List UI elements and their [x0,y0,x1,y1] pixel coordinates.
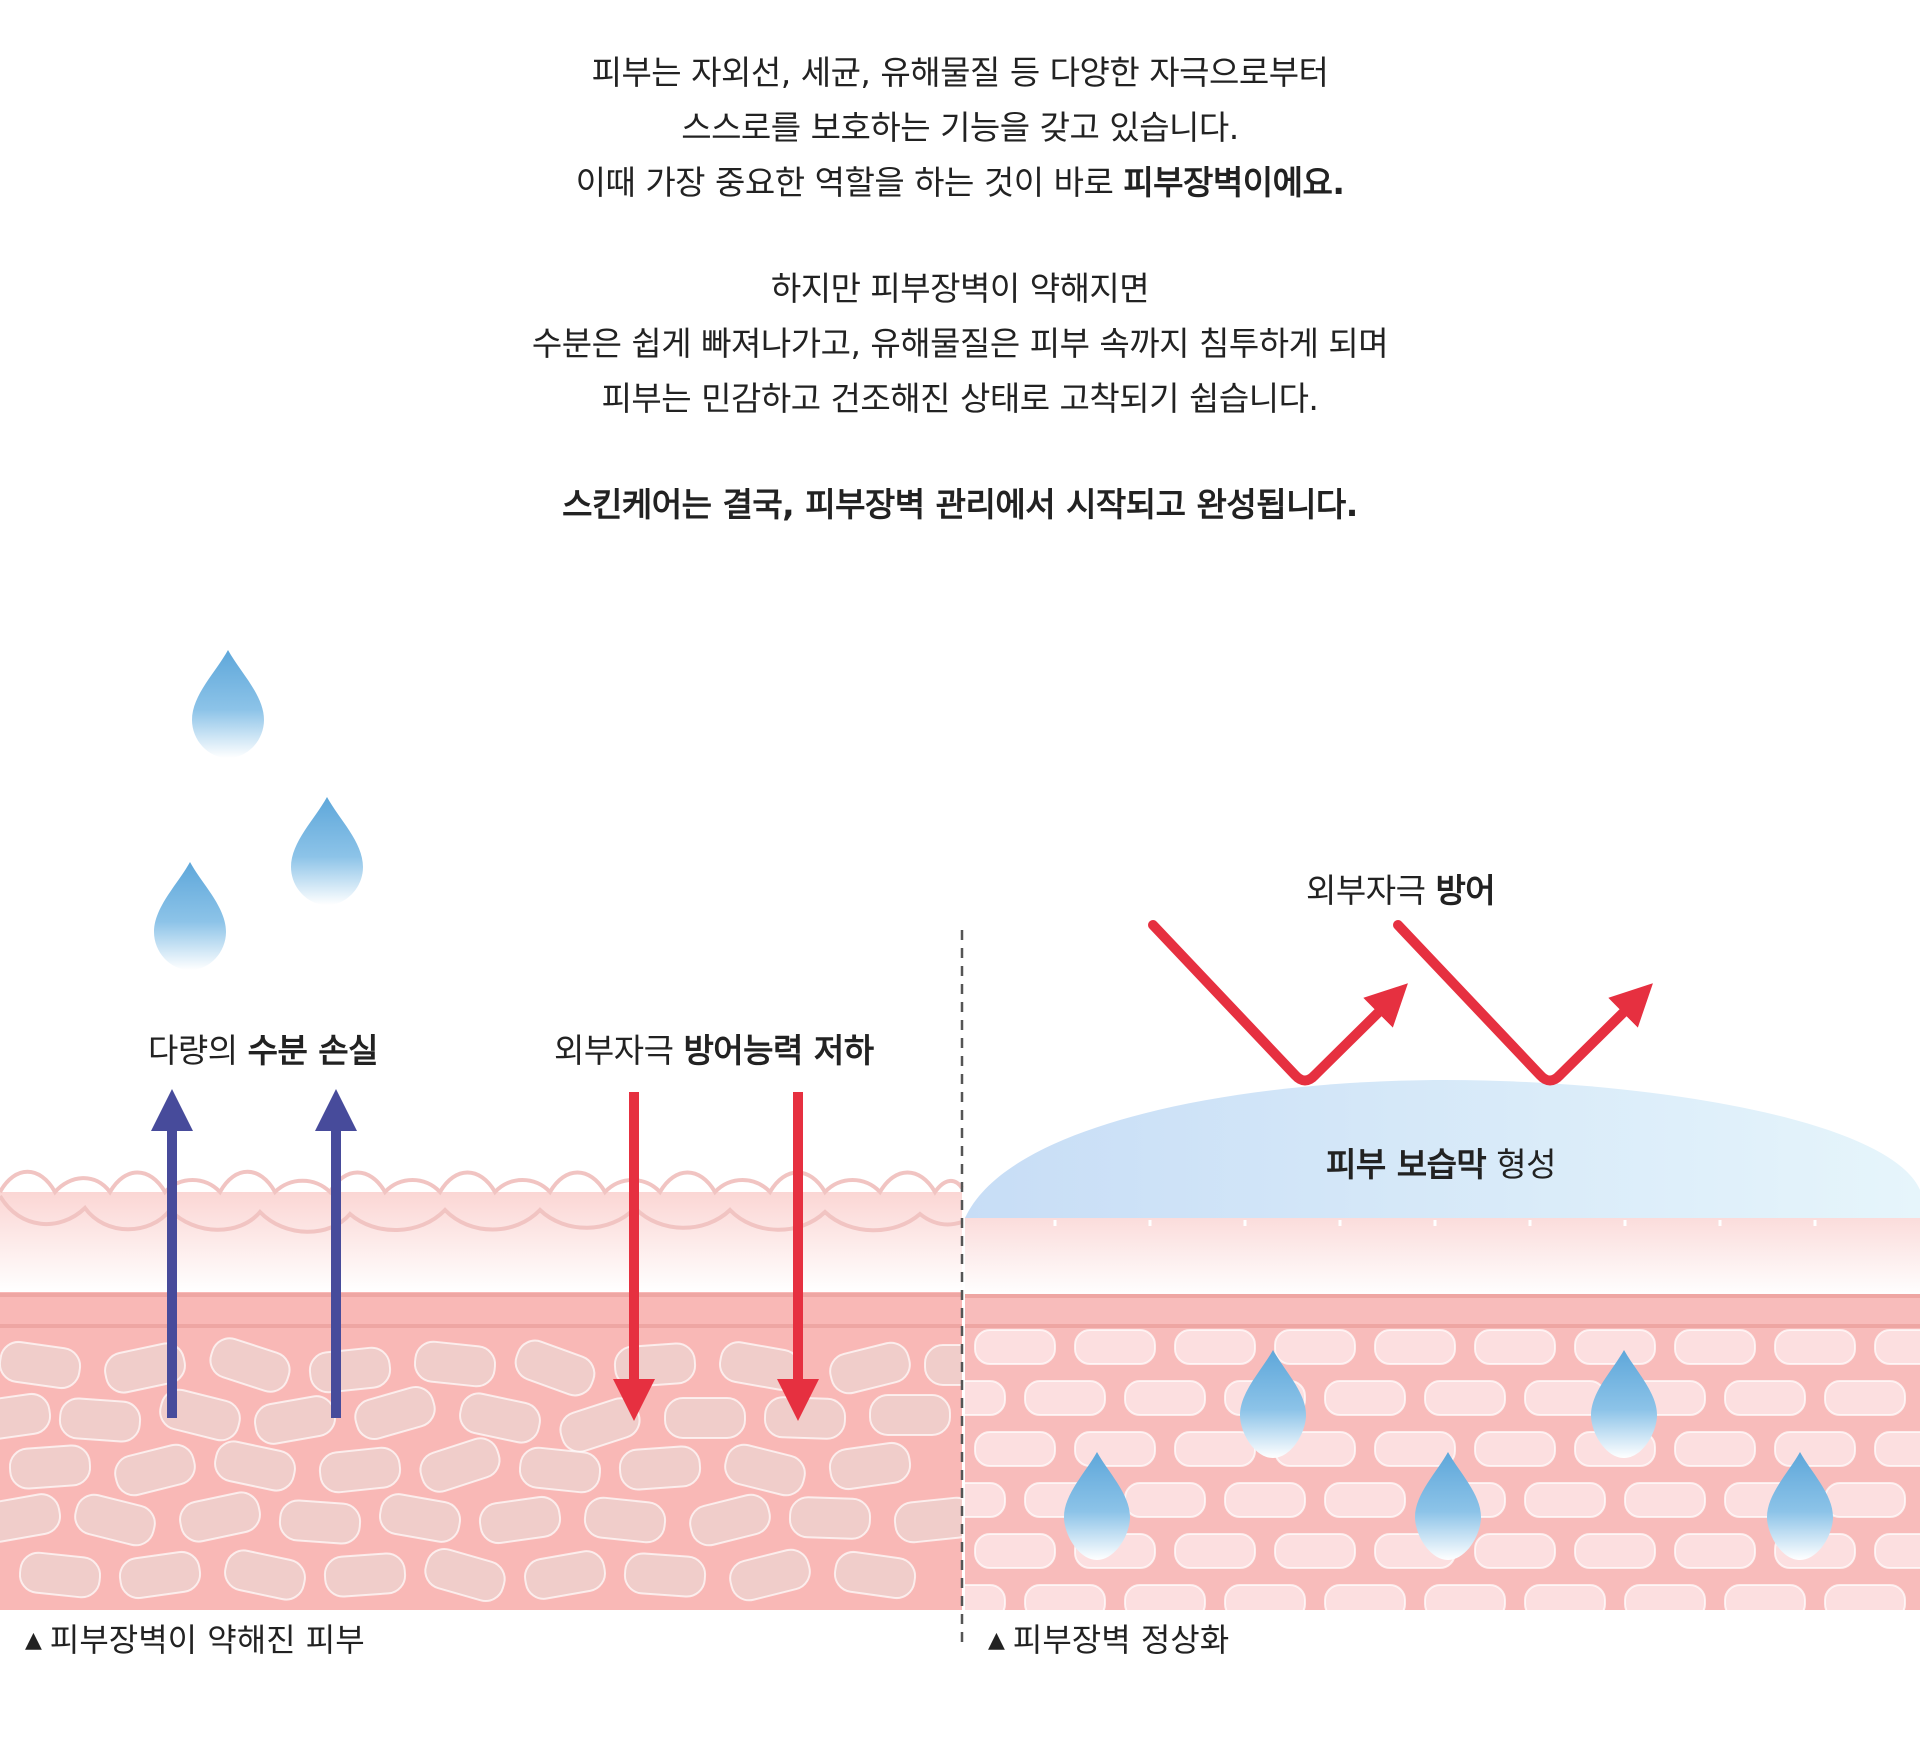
intro-closing: 스킨케어는 결국, 피부장벽 관리에서 시작되고 완성됩니다. [562,485,1358,524]
stimulus-defense-label: 외부자극 방어 [1306,864,1496,912]
defense-decline-label: 외부자극 방어능력 저하 [554,1024,874,1072]
intro-line-2: 스스로를 보호하는 기능을 갖고 있습니다. [681,108,1239,147]
intro-line-3-bold: 피부장벽이에요. [1123,163,1345,202]
moisture-loss-label-bold: 수분 손실 [247,1031,379,1070]
weak-skin-layers [0,1169,964,1610]
water-drop-icon [192,650,264,758]
deflect-arrow-icon [1148,920,1408,1086]
water-drop-icon [1415,1452,1481,1560]
healthy-skin-caption-text: 피부장벽 정상화 [1012,1621,1230,1659]
deflected-stimulus-arrows [1148,920,1653,1086]
intro-line-3-normal: 이때 가장 중요한 역할을 하는 것이 바로 [575,163,1124,202]
moisture-film-label: 피부 보습막 형성 [1326,1138,1557,1186]
defense-decline-label-normal: 외부자극 [554,1031,684,1070]
moisture-film-label-bold: 피부 보습막 [1326,1145,1487,1184]
moisture-film-label-normal: 형성 [1486,1145,1557,1184]
stimulus-defense-label-normal: 외부자극 [1306,871,1436,910]
intro-line-5: 수분은 쉽게 빠져나가고, 유해물질은 피부 속까지 침투하게 되며 [531,324,1389,363]
deflect-arrow-icon [1393,920,1653,1086]
water-drop-icon [154,862,226,970]
intro-line-4: 하지만 피부장벽이 약해지면 [770,269,1150,308]
stimulus-defense-label-bold: 방어 [1435,871,1496,910]
healthy-skin-caption: ▲ 피부장벽 정상화 [988,1615,1229,1661]
escaping-water-drops [154,650,363,970]
skin-barrier-diagram: 다량의 수분 손실 외부자극 방어능력 저하 외부자극 방어 피부 보습막 형성… [0,620,1920,1747]
water-drop-icon [291,797,363,905]
moisture-loss-arrows [151,1089,357,1418]
intro-line-6: 피부는 민감하고 건조해진 상태로 고착되기 쉽습니다. [601,379,1319,418]
water-drop-icon [1767,1452,1833,1560]
moisture-loss-label: 다량의 수분 손실 [148,1024,379,1072]
stimulus-penetration-arrows [613,1092,819,1421]
intro-line-3: 이때 가장 중요한 역할을 하는 것이 바로 피부장벽이에요. [0,155,1920,210]
triangle-icon: ▲ [988,1628,1005,1653]
healthy-skin-layers [965,1080,1920,1610]
weak-skin-caption-text: 피부장벽이 약해진 피부 [49,1621,365,1659]
intro-text: 피부는 자외선, 세균, 유해물질 등 다양한 자극으로부터 스스로를 보호하는… [0,45,1920,532]
moisture-film [965,1080,1920,1218]
moisture-loss-label-normal: 다량의 [148,1031,248,1070]
water-drop-icon [1064,1452,1130,1560]
water-drop-icon [1591,1350,1657,1458]
defense-decline-label-bold: 방어능력 저하 [683,1031,874,1070]
weak-skin-caption: ▲ 피부장벽이 약해진 피부 [25,1615,365,1661]
skin-illustration [0,650,1920,1650]
intro-line-1: 피부는 자외선, 세균, 유해물질 등 다양한 자극으로부터 [591,53,1329,92]
water-drop-icon [1240,1350,1306,1458]
triangle-icon: ▲ [25,1628,42,1653]
